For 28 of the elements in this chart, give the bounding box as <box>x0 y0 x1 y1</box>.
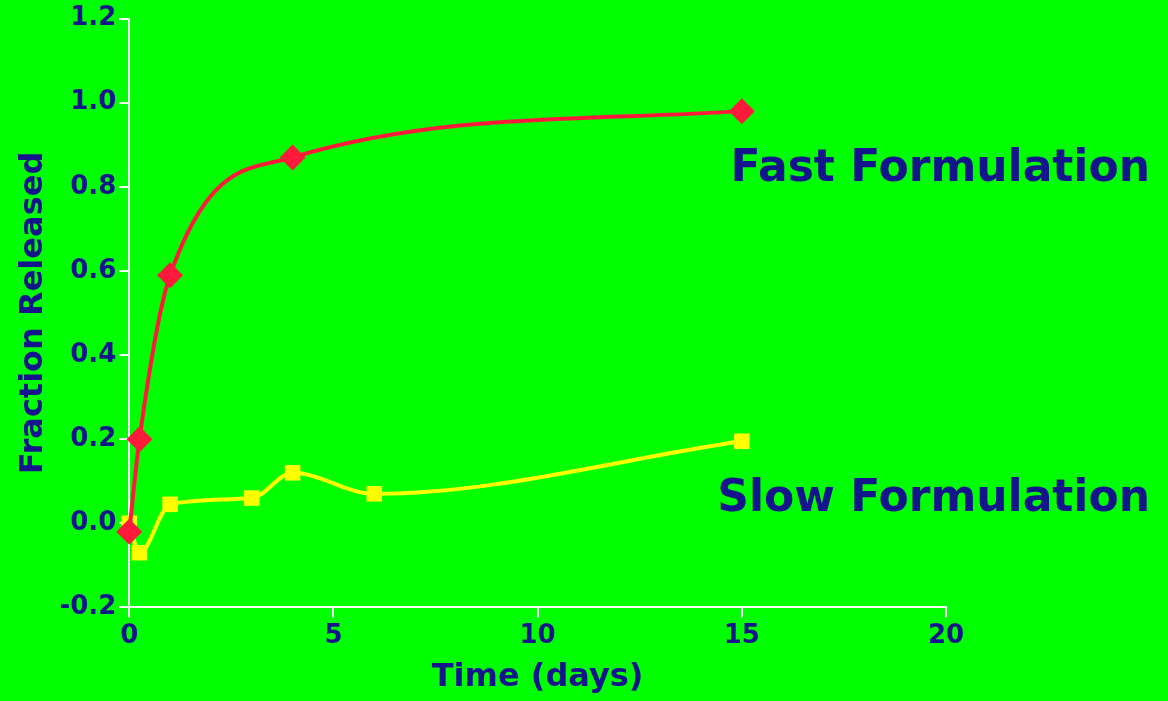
point <box>157 262 184 289</box>
x-tick-label: 5 <box>324 618 343 649</box>
y-tick-label: 0.6 <box>70 253 117 284</box>
point <box>366 486 383 502</box>
point <box>728 98 755 125</box>
y-tick-label: 0.4 <box>70 337 117 368</box>
y-tick-label: 1.2 <box>70 1 117 32</box>
y-tick-label: 0.2 <box>70 421 117 452</box>
y-tick-label: 0.0 <box>70 506 117 537</box>
x-axis-title: Time (days) <box>431 656 644 695</box>
point <box>243 490 260 506</box>
point <box>116 518 143 545</box>
series-label: Slow Formulation <box>717 469 1150 521</box>
x-tick-label: 20 <box>927 618 965 649</box>
x-tick-label: 0 <box>120 618 139 649</box>
point <box>126 426 153 453</box>
point <box>284 465 301 481</box>
point <box>279 144 306 171</box>
y-tick-label: -0.2 <box>59 590 117 621</box>
y-tick-label: 1.0 <box>70 85 117 116</box>
x-tick-label: 10 <box>519 618 556 649</box>
y-tick-label: 0.8 <box>70 169 117 200</box>
y-axis-title: Fraction Released <box>11 151 50 475</box>
point <box>734 433 750 450</box>
point <box>162 496 178 513</box>
point <box>131 544 148 561</box>
series-label: Fast Formulation <box>730 139 1150 191</box>
x-tick-label: 15 <box>723 618 760 649</box>
